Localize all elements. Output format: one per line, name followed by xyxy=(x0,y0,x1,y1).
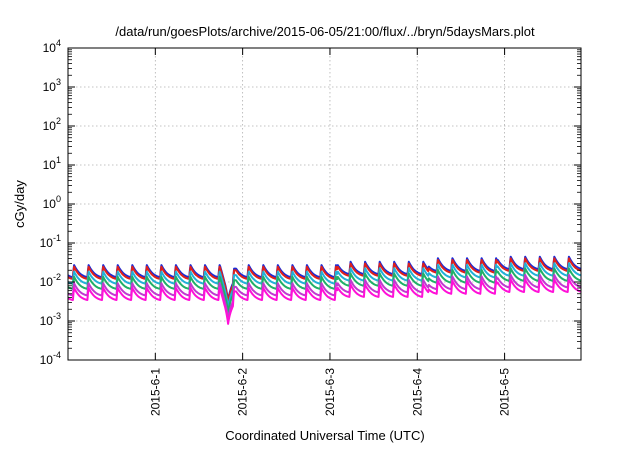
x-tick-label: 2015-6-3 xyxy=(323,368,337,416)
y-tick-label: 100 xyxy=(43,194,61,211)
y-tick-label: 103 xyxy=(43,77,61,94)
y-tick-label: 102 xyxy=(43,116,61,133)
x-tick-label: 2015-6-2 xyxy=(236,368,250,416)
tick-layer: 10-4 10-3 10-2 10-1 100 101 102 103 104 2015-6-1 2… xyxy=(40,38,581,416)
series-line xyxy=(67,278,582,325)
y-axis-label: cGy/day xyxy=(12,180,27,228)
y-tick-label: 10-4 xyxy=(40,350,61,367)
series-layer xyxy=(67,255,582,325)
y-tick-label: 10-1 xyxy=(40,233,61,250)
x-tick-label: 2015-6-5 xyxy=(498,368,512,416)
y-tick-label: 101 xyxy=(43,155,61,172)
y-tick-label: 10-3 xyxy=(40,311,61,328)
x-tick-label: 2015-6-1 xyxy=(148,368,162,416)
series-line xyxy=(67,267,582,314)
y-tick-label: 104 xyxy=(43,38,61,55)
x-axis-label: Coordinated Universal Time (UTC) xyxy=(225,428,424,443)
chart-title: /data/run/goesPlots/archive/2015-06-05/2… xyxy=(115,24,535,39)
x-tick-label: 2015-6-4 xyxy=(410,368,424,416)
y-tick-label: 10-2 xyxy=(40,272,61,289)
grid-layer xyxy=(68,48,581,360)
